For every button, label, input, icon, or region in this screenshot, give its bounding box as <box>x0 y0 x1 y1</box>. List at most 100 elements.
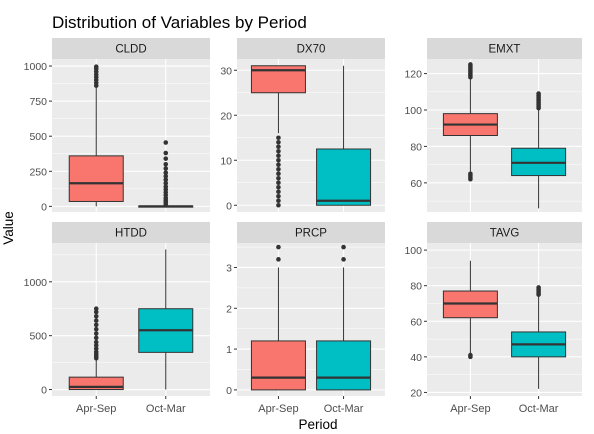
outlier-point <box>93 339 99 345</box>
y-tick-label-dx70: 10 <box>220 155 232 167</box>
facet-label-emxt: EMXT <box>489 44 521 56</box>
y-tick-label-tavg: 20 <box>410 387 422 399</box>
facet-strip-emxt <box>427 38 582 59</box>
outlier-point <box>276 144 281 150</box>
outlier-point <box>163 166 169 171</box>
outlier-point <box>163 177 169 183</box>
x-tick-label-prcp: Apr-Sep <box>258 403 298 415</box>
outlier-point <box>536 91 541 96</box>
outlier-point <box>163 184 169 190</box>
outlier-point <box>93 349 99 355</box>
facet-strip-tavg <box>427 222 582 243</box>
facet-strip-cldd <box>52 38 210 59</box>
outlier-point <box>341 244 346 250</box>
x-tick-label-tavg: Oct-Mar <box>519 403 559 415</box>
box-prcp-apr-sep <box>250 244 306 391</box>
outlier-point <box>276 198 281 204</box>
outlier-point <box>536 285 541 290</box>
outlier-point <box>93 331 99 336</box>
box-iqr <box>250 340 306 391</box>
outlier-point <box>276 135 281 141</box>
facet-label-dx70: DX70 <box>297 44 326 56</box>
outlier-point <box>163 161 169 167</box>
facet-prcp: PRCP 0 1 2 3 Apr-Sep Oct-Mar <box>226 222 385 415</box>
y-tick-label-htdd: 500 <box>29 331 47 343</box>
y-tick-label-emxt: 80 <box>410 141 422 153</box>
y-tick-label-emxt: 100 <box>404 105 422 117</box>
box-emxt-apr-sep <box>442 62 498 182</box>
outlier-point <box>276 189 281 195</box>
panel-background-tavg <box>427 243 582 396</box>
outlier-point <box>276 166 281 172</box>
outlier-point <box>93 322 99 328</box>
outlier-point <box>468 171 473 177</box>
x-tick-label-prcp: Oct-Mar <box>324 403 364 415</box>
y-tick-label-htdd: 0 <box>41 385 47 397</box>
y-tick-label-tavg: 60 <box>410 316 422 328</box>
outlier-point <box>93 309 99 315</box>
outlier-point <box>276 184 281 190</box>
y-tick-label-cldd: 750 <box>29 96 47 108</box>
x-tick-label-tavg: Apr-Sep <box>450 403 490 415</box>
outlier-point <box>276 148 281 154</box>
box-emxt-oct-mar <box>511 91 567 209</box>
outlier-point <box>93 326 99 332</box>
y-axis-title: Value <box>1 211 16 245</box>
outlier-point <box>276 153 281 159</box>
x-tick-label-htdd: Oct-Mar <box>146 403 186 415</box>
facet-strip-prcp <box>237 222 385 243</box>
facet-dx70: DX70 0 10 20 30 <box>220 38 385 212</box>
box-tavg-apr-sep <box>442 260 498 360</box>
chart-title: Distribution of Variables by Period <box>52 13 307 32</box>
outlier-point <box>93 318 99 323</box>
y-tick-label-cldd: 0 <box>41 201 47 213</box>
y-tick-label-dx70: 0 <box>226 200 232 212</box>
y-tick-label-tavg: 40 <box>410 352 422 364</box>
outlier-point <box>93 346 99 351</box>
outlier-point <box>276 257 281 262</box>
outlier-point <box>276 175 281 181</box>
facet-strip-dx70 <box>237 38 385 59</box>
facet-strip-htdd <box>52 222 210 243</box>
y-tick-label-emxt: 60 <box>410 178 422 190</box>
outlier-point <box>163 173 169 179</box>
outlier-point <box>468 352 473 358</box>
outlier-point <box>276 193 281 199</box>
box-tavg-oct-mar <box>511 285 567 389</box>
facet-emxt: EMXT 60 80 100 120 <box>404 38 582 212</box>
box-iqr <box>68 155 124 202</box>
facet-htdd: HTDD 0 500 1000 Apr-Sep Oct-Mar <box>24 222 210 415</box>
facet-panels: CLDD02505007501000DX700102030EMXT6080100… <box>24 38 582 415</box>
box-iqr <box>316 340 372 391</box>
box-htdd-oct-mar <box>138 249 194 390</box>
outlier-point <box>341 257 346 262</box>
y-tick-label-prcp: 0 <box>226 385 232 397</box>
box-dx70-oct-mar <box>316 65 372 206</box>
y-tick-label-emxt: 120 <box>404 69 422 81</box>
facet-label-prcp: PRCP <box>295 228 327 240</box>
facet-label-cldd: CLDD <box>115 44 146 56</box>
y-tick-label-cldd: 1000 <box>24 61 48 73</box>
outlier-point <box>276 157 281 163</box>
outlier-point <box>93 313 99 319</box>
box-dx70-apr-sep <box>250 65 306 208</box>
outlier-point <box>93 335 99 341</box>
outlier-point <box>163 170 169 175</box>
y-tick-label-cldd: 250 <box>29 166 47 178</box>
outlier-point <box>276 180 281 186</box>
facet-cldd: CLDD 0 250 500 750 1000 <box>24 38 210 213</box>
y-tick-label-tavg: 80 <box>410 281 422 293</box>
y-tick-label-prcp: 2 <box>226 303 232 315</box>
outlier-point <box>276 162 281 168</box>
y-tick-label-prcp: 3 <box>226 262 232 274</box>
box-prcp-oct-mar <box>316 244 372 391</box>
facet-label-htdd: HTDD <box>115 228 147 240</box>
x-tick-label-htdd: Apr-Sep <box>76 403 116 415</box>
outlier-point <box>163 180 169 186</box>
outlier-point <box>163 140 169 145</box>
box-htdd-apr-sep <box>68 306 124 391</box>
outlier-point <box>276 202 281 208</box>
box-iqr <box>316 148 372 206</box>
y-tick-label-cldd: 500 <box>29 131 47 143</box>
